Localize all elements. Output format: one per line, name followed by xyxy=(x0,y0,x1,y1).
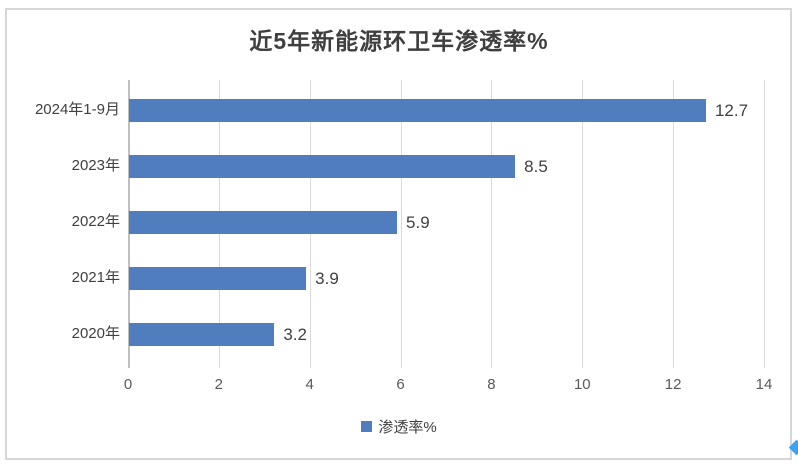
xtick-label: 12 xyxy=(664,376,682,393)
bar xyxy=(129,154,516,178)
category-label: 2023年 xyxy=(71,157,120,174)
value-label: 5.9 xyxy=(406,212,430,232)
bar xyxy=(129,98,706,122)
xtick-label: 2 xyxy=(214,376,224,393)
legend-swatch-icon xyxy=(361,420,373,432)
legend-label: 渗透率% xyxy=(378,418,437,436)
xtick-label: 0 xyxy=(123,376,133,393)
value-label: 12.7 xyxy=(714,100,749,120)
category-label: 2021年 xyxy=(71,269,120,286)
chart-title: 近5年新能源环卫车渗透率% xyxy=(249,28,549,54)
chart-frame xyxy=(5,8,792,460)
xtick-label: 6 xyxy=(396,376,405,393)
gridline xyxy=(764,80,765,368)
bar xyxy=(129,210,398,234)
legend: 渗透率% xyxy=(0,416,798,436)
xtick-label: 8 xyxy=(487,376,496,393)
plot-area: 0 2 4 6 8 10 12 14 12.7 8.5 5.9 3.9 3.2 xyxy=(124,80,772,393)
gridline xyxy=(400,80,402,368)
value-label: 8.5 xyxy=(524,156,548,176)
xtick-label: 4 xyxy=(305,376,314,393)
category-label: 2022年 xyxy=(71,213,120,230)
category-label: 2020年 xyxy=(71,325,120,342)
gridline xyxy=(582,80,584,368)
bar xyxy=(129,322,275,346)
xtick-label: 14 xyxy=(755,376,773,393)
bar xyxy=(129,266,307,290)
gridline xyxy=(673,80,675,368)
value-label: 3.2 xyxy=(283,324,307,344)
gridline xyxy=(491,80,493,368)
category-label: 2024年1-9月 xyxy=(34,101,120,118)
xtick-label: 10 xyxy=(573,376,591,393)
value-label: 3.9 xyxy=(315,268,339,288)
